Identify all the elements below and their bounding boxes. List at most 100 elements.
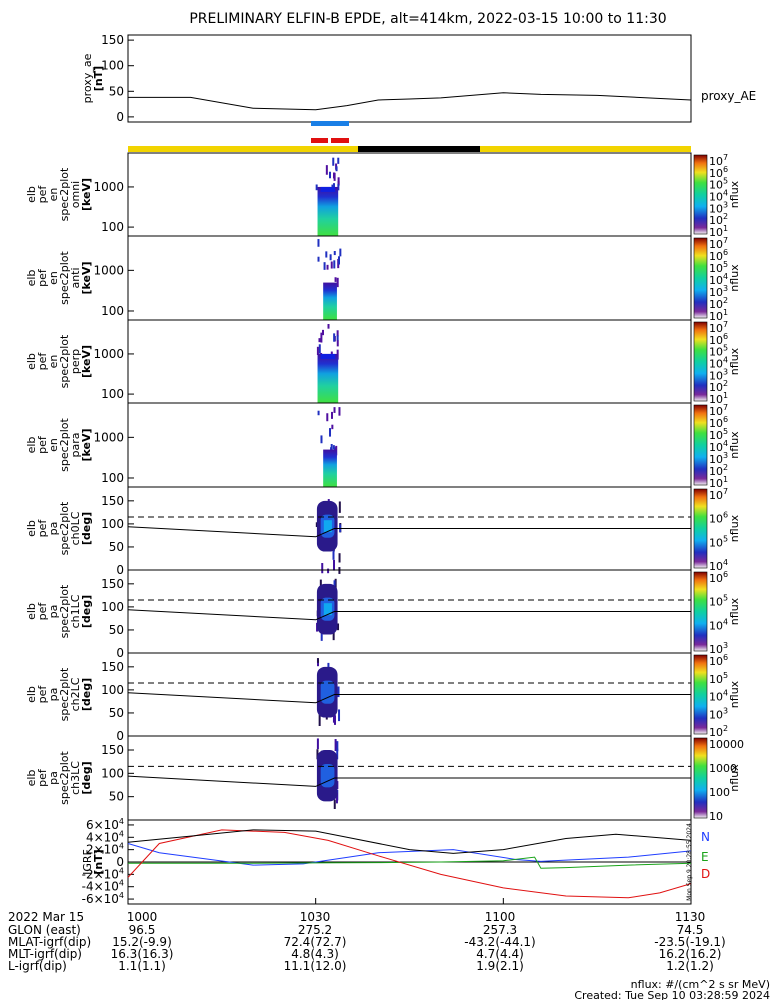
colorbar-tick-label: 105 — [709, 534, 728, 549]
info-row-value: 72.4(72.7) — [284, 935, 347, 949]
info-row-value: 16.2(16.2) — [659, 947, 722, 961]
igrf-series-E — [128, 856, 692, 869]
colorbar-tick-label: 102 — [709, 463, 728, 478]
y-tick-label: 4×104 — [86, 829, 124, 844]
colorbar-tick-label: 102 — [709, 724, 728, 739]
pa-flux-pixel — [327, 568, 330, 574]
colorbar-tick-label: 102 — [709, 296, 728, 311]
info-row-label: 2022 Mar 15 — [8, 910, 84, 924]
y-tick-label: 0 — [116, 110, 124, 124]
pa-flux-pixel — [338, 553, 341, 563]
sparse-flux-pixel — [328, 171, 331, 179]
y-tick-label: 50 — [109, 540, 124, 554]
pa-flux-core — [320, 680, 335, 704]
colorbar-tick-label: 106 — [709, 332, 728, 347]
figure-title: PRELIMINARY ELFIN-B EPDE, alt=414km, 202… — [189, 11, 666, 27]
sparse-flux-pixel — [317, 410, 320, 416]
colorbar-label: nflux — [728, 514, 741, 542]
colorbar-label: nflux — [728, 431, 741, 459]
y-tick-label: 2×104 — [86, 842, 124, 857]
y-tick-label: -4×104 — [82, 879, 124, 894]
pa-flux-pixel — [338, 501, 341, 513]
sparse-flux-pixel — [315, 184, 318, 191]
colorbar-tick-label: 103 — [709, 641, 728, 656]
proxy-ae-ylabel: proxy_ae[nT] — [81, 53, 105, 103]
y-axis-label-line: para — [69, 433, 82, 458]
pa-flux-pixel — [332, 631, 335, 641]
proxy-ae-legend: proxy_AE — [701, 89, 756, 103]
y-axis-label-line: pef — [36, 185, 49, 204]
y-axis-label-line: ch2LC — [69, 677, 82, 711]
info-row-label: MLAT-igrf(dip) — [8, 935, 91, 949]
pa-flux-pixel — [335, 792, 338, 804]
y-axis-label-line: en — [47, 355, 60, 369]
y-axis-label-line: elb — [25, 603, 38, 620]
sparse-flux-pixel — [323, 262, 326, 270]
sidebar-stamp: Mon Sep 9 20:28:55 2024 — [686, 823, 693, 901]
pa-flux-pixel — [320, 631, 323, 641]
pa-flux-pixel — [332, 711, 335, 723]
flux-spectrum-block — [317, 186, 339, 236]
panel-frame — [127, 152, 692, 237]
colorbar-label: nflux — [728, 347, 741, 375]
colorbar-label: nflux — [728, 764, 741, 792]
y-axis-label-line: pef — [36, 268, 49, 287]
sparse-flux-pixel — [338, 256, 341, 265]
y-tick-label: 100 — [101, 59, 124, 73]
pa-flux-pixel — [319, 579, 322, 589]
sparse-flux-pixel — [339, 248, 342, 257]
pa-flux-pixel — [333, 580, 336, 587]
y-tick-label: 6×104 — [86, 817, 124, 832]
colorbar-tick-label: 102 — [709, 212, 728, 227]
colorbar — [693, 154, 708, 235]
colorbar — [693, 571, 708, 652]
info-row-value: 96.5 — [129, 923, 156, 937]
pa-flux-pixel — [334, 578, 337, 591]
colorbar-tick-label: 10 — [709, 810, 723, 823]
y-tick-label: 150 — [101, 494, 124, 508]
y-axis-label-line: [nT] — [92, 849, 105, 874]
pa-flux-pixel — [333, 715, 336, 725]
y-tick-label: 0 — [116, 563, 124, 577]
colorbar-tick-label: 100 — [709, 786, 730, 799]
y-tick-label: 100 — [101, 683, 124, 697]
pa-flux-pixel — [318, 714, 321, 726]
science-zone-red-marker — [331, 138, 349, 143]
loss-cone-solid-line — [127, 775, 691, 787]
sparse-flux-pixel — [337, 184, 340, 191]
sparse-flux-pixel — [317, 239, 320, 247]
info-row-value: 1.1(1.1) — [118, 959, 166, 973]
colorbar-label: nflux — [728, 597, 741, 625]
colorbar-tick-label: 103 — [709, 451, 728, 466]
sparse-flux-pixel — [337, 177, 340, 186]
y-axis-label-line: elb — [25, 270, 38, 287]
sparse-flux-pixel — [333, 183, 336, 188]
y-axis-label-line: proxy_ae — [81, 53, 94, 103]
colorbar — [693, 654, 708, 735]
y-axis-label-line: pa — [47, 688, 60, 702]
colorbar-label: nflux — [728, 264, 741, 292]
y-axis-label-line: spec2plot — [58, 751, 71, 805]
y-tick-label: 1000 — [93, 347, 124, 361]
panel-pa_ch0: 150 100 50 0 107 106 105 104 nflux — [101, 486, 741, 577]
loss-cone-solid-line — [127, 692, 691, 704]
pa-flux-pixel — [316, 749, 319, 760]
colorbar — [693, 237, 708, 319]
flux-spectrum-cap — [320, 353, 336, 359]
y-axis-label-line: elb — [25, 353, 38, 370]
colorbar — [693, 404, 708, 486]
sparse-flux-pixel — [318, 338, 321, 343]
y-tick-label: 50 — [109, 84, 124, 98]
sparse-flux-pixel — [336, 335, 339, 341]
y-axis-label-line: pef — [36, 602, 49, 621]
sparse-flux-pixel — [333, 260, 336, 269]
panel-frame — [127, 319, 692, 404]
sparse-flux-pixel — [330, 261, 333, 269]
y-axis-label-line: en — [47, 438, 60, 452]
info-row-value: 4.7(4.4) — [476, 947, 524, 961]
pa-flux-pixel — [334, 739, 337, 752]
